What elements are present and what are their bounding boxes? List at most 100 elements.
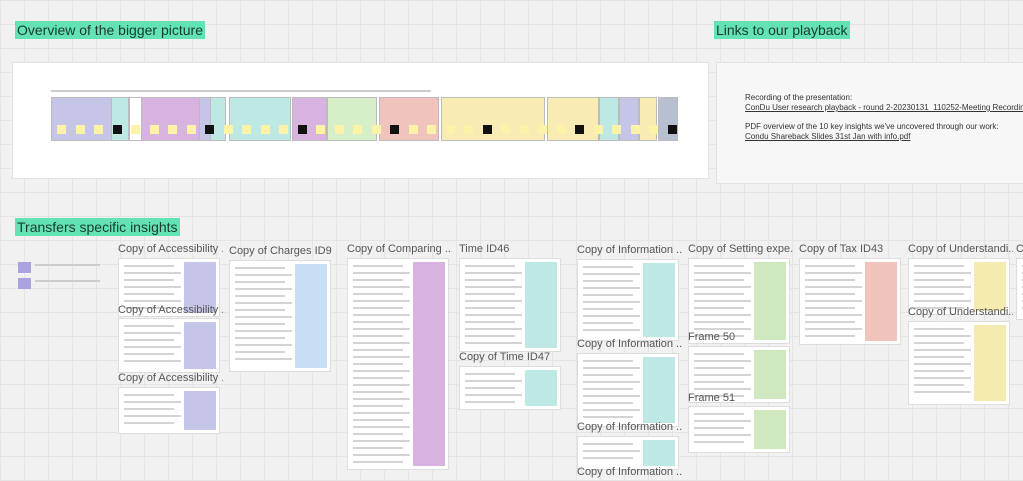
text-line	[124, 394, 174, 396]
text-line	[465, 286, 522, 288]
text-line	[914, 328, 964, 330]
text-line	[914, 363, 971, 365]
text-line	[124, 422, 174, 424]
sticky-note	[556, 125, 566, 134]
text-line	[914, 307, 964, 309]
frame-panel	[643, 440, 675, 466]
text-line	[805, 335, 855, 337]
overview-block	[619, 97, 639, 141]
text-line	[353, 405, 403, 407]
text-line	[35, 264, 100, 266]
overview-block	[599, 97, 619, 141]
sticky-note	[371, 125, 381, 134]
text-line	[805, 279, 855, 281]
sticky-note	[57, 125, 66, 134]
text-line	[694, 335, 744, 337]
overview-block	[292, 97, 327, 141]
text-line	[35, 280, 100, 282]
text-line	[235, 267, 285, 269]
text-line	[583, 457, 633, 459]
text-line	[235, 316, 292, 318]
text-line	[465, 293, 515, 295]
frame-title: Copy of Information ...	[577, 421, 682, 433]
text-line	[465, 394, 522, 396]
link[interactable]: ConDu User research playback - round 2-2…	[745, 103, 1023, 112]
sticky-note	[186, 125, 196, 134]
text-line	[583, 395, 640, 397]
text-line	[235, 344, 292, 346]
text-line	[465, 387, 515, 389]
frame	[688, 406, 790, 453]
overview-block	[639, 97, 657, 141]
frame	[908, 258, 1010, 315]
sticky-note	[575, 125, 584, 134]
text-line	[805, 272, 862, 274]
sticky-note	[316, 125, 325, 134]
section-title: Transfers specific insights	[15, 218, 180, 236]
text-line	[353, 279, 403, 281]
text-line	[694, 374, 751, 376]
text-line	[353, 447, 403, 449]
sticky-note	[501, 125, 510, 134]
text-line	[805, 321, 855, 323]
text-line	[583, 450, 640, 452]
frame	[118, 318, 220, 373]
link[interactable]: Condu Shareback Slides 31st Jan with inf…	[745, 132, 911, 141]
text-line	[465, 307, 515, 309]
overview-panel	[12, 62, 709, 179]
sticky-note	[445, 125, 455, 134]
text-line	[465, 373, 515, 375]
text-line	[353, 335, 403, 337]
frame-title: Frame 51	[688, 392, 736, 404]
text-line	[124, 415, 181, 417]
text-line	[583, 280, 633, 282]
text-line	[694, 307, 744, 309]
text-line	[353, 286, 410, 288]
text-line	[235, 295, 285, 297]
sticky-note	[94, 125, 103, 134]
text-line	[124, 353, 174, 355]
text-line	[124, 408, 174, 410]
text-line	[353, 349, 403, 351]
overview-block	[210, 97, 226, 141]
text-line	[694, 279, 744, 281]
text-line	[353, 370, 410, 372]
text-line	[914, 384, 964, 386]
overview-block	[441, 97, 545, 141]
text-line	[51, 90, 431, 92]
links-panel: Recording of the presentation: ConDu Use…	[716, 62, 1023, 184]
text-line	[914, 265, 964, 267]
text-line	[805, 300, 862, 302]
text-line	[583, 273, 640, 275]
overview-block	[379, 97, 439, 141]
text-line	[914, 370, 964, 372]
frame-panel	[974, 262, 1006, 311]
text-line	[235, 281, 285, 283]
text-line	[694, 381, 744, 383]
frame-panel	[184, 391, 216, 430]
overview-block	[658, 97, 678, 141]
frame	[459, 258, 561, 352]
overview-block	[51, 97, 113, 141]
text-line	[235, 274, 292, 276]
text-line	[235, 323, 285, 325]
text-line	[353, 300, 410, 302]
frame-panel	[643, 357, 675, 423]
sticky-note	[18, 262, 31, 273]
text-line	[124, 300, 181, 302]
text-line	[353, 391, 403, 393]
text-line	[353, 363, 403, 365]
text-line	[124, 346, 181, 348]
frame-title: Copy of Time ID47	[459, 351, 551, 363]
text-line	[694, 293, 744, 295]
overview-block	[327, 97, 377, 141]
text-line	[353, 307, 403, 309]
frame	[459, 366, 561, 410]
text-line	[124, 307, 174, 309]
text-line	[694, 441, 744, 443]
frame-title: Copy of Comparing ...	[347, 243, 452, 255]
frame-title: Copy of Understandi...	[908, 243, 1013, 255]
text-line	[124, 272, 181, 274]
text-line	[694, 427, 744, 429]
text-line	[914, 300, 971, 302]
